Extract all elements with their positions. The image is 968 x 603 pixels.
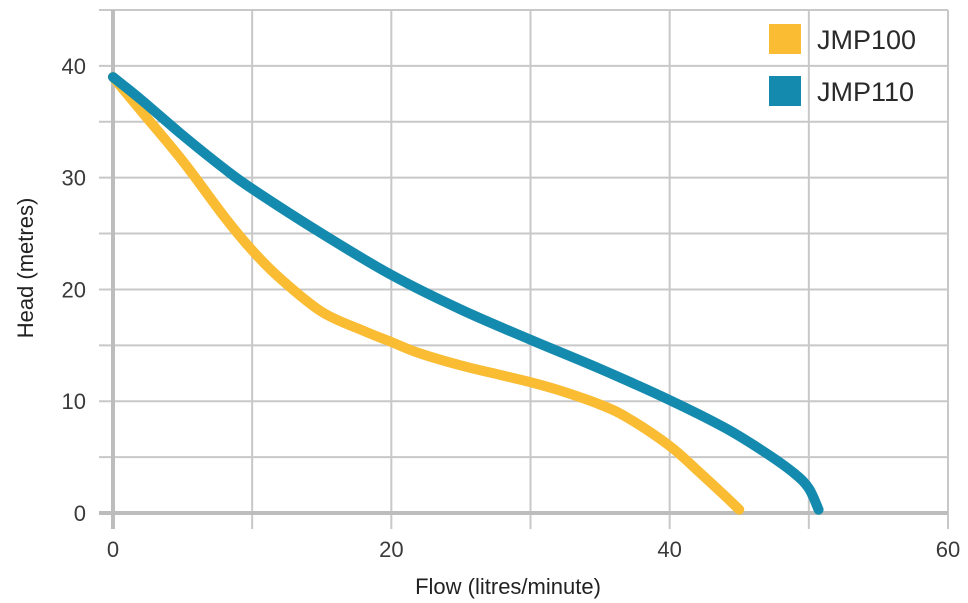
- x-tick-label: 0: [107, 537, 119, 562]
- y-tick-label: 0: [74, 501, 86, 526]
- legend-label: JMP110: [817, 77, 914, 107]
- x-tick-label: 40: [657, 537, 681, 562]
- series-line-jmp100: [108, 72, 745, 515]
- legend-label: JMP100: [817, 25, 916, 55]
- y-tick-label: 40: [62, 54, 86, 79]
- x-tick-label: 60: [936, 537, 960, 562]
- x-tick-label: 20: [379, 537, 403, 562]
- y-axis-label: Head (metres): [13, 198, 38, 339]
- legend-swatch: [769, 76, 801, 106]
- legend-item-jmp110: JMP110: [769, 76, 914, 107]
- tick-labels: 0 20 40 60 0 10 20 30 40: [62, 54, 961, 562]
- axes: [99, 10, 948, 529]
- legend: JMP100 JMP110: [769, 24, 916, 107]
- y-tick-label: 10: [62, 389, 86, 414]
- x-axis-label: Flow (litres/minute): [415, 574, 601, 599]
- legend-item-jmp100: JMP100: [769, 24, 916, 55]
- series-lines: [108, 72, 824, 515]
- legend-swatch: [769, 24, 801, 54]
- y-tick-label: 20: [62, 277, 86, 302]
- series-line-jmp110: [108, 72, 824, 515]
- y-tick-label: 30: [62, 166, 86, 191]
